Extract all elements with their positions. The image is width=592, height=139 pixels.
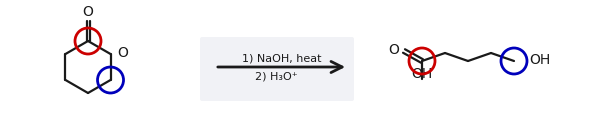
Text: OH: OH [411, 67, 433, 81]
Text: O: O [82, 5, 94, 19]
Text: O: O [388, 43, 399, 57]
Text: 1) NaOH, heat: 1) NaOH, heat [242, 53, 321, 63]
Text: 2) H₃O⁺: 2) H₃O⁺ [255, 71, 298, 81]
Text: O: O [118, 46, 128, 60]
FancyBboxPatch shape [200, 37, 354, 101]
Text: OH: OH [529, 53, 550, 67]
